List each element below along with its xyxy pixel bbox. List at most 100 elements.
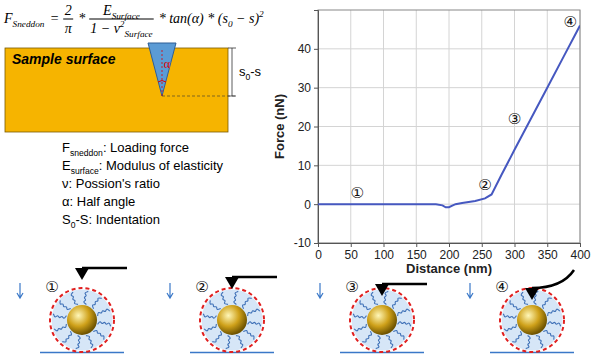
cantilever xyxy=(82,267,127,270)
text-part: : Loading force xyxy=(103,140,189,155)
stage-label: ③ xyxy=(345,278,358,296)
plot-frame xyxy=(318,10,580,243)
text-part: = xyxy=(50,11,59,26)
text: Esurface: Modulus of elasticity xyxy=(62,158,224,176)
tick-mark xyxy=(580,243,581,247)
text: * xyxy=(78,11,85,26)
tick-label: 100 xyxy=(374,248,394,262)
sample xyxy=(5,48,228,132)
polymer-chain xyxy=(248,322,261,326)
surface-label: Sample surface xyxy=(12,51,116,67)
polymer-chain xyxy=(248,309,260,316)
tick-mark xyxy=(416,243,417,247)
text-part: S xyxy=(62,212,71,227)
tick-mark xyxy=(314,243,318,244)
tick: 400 xyxy=(570,243,590,262)
text-part: Sneddon xyxy=(13,19,45,29)
polymer-chain xyxy=(548,309,560,316)
polymer-chain xyxy=(98,322,111,326)
shell-boundary xyxy=(500,288,564,352)
text: S0-S: Indentation xyxy=(62,212,160,230)
approach-arrow xyxy=(317,283,323,298)
tick-mark xyxy=(314,88,318,89)
stage-label: ① xyxy=(351,184,364,202)
polymer-chain xyxy=(393,330,404,339)
axis: -10010203040 xyxy=(294,11,319,251)
angle-arc xyxy=(158,81,166,83)
tick: 50 xyxy=(345,243,359,262)
stage-label: ④ xyxy=(495,278,508,296)
text-part: : Modulus of elasticity xyxy=(99,158,224,173)
tick-label: 250 xyxy=(472,248,492,262)
polymer-shell xyxy=(202,290,263,351)
tick-mark xyxy=(314,204,318,205)
tick-label: 20 xyxy=(298,120,312,134)
text: = xyxy=(50,11,59,26)
formula: FSneddon = 2 π * ESurface1 − v2Surface * tan(α… xyxy=(3,3,264,39)
polymer-chain xyxy=(548,322,561,326)
depth-bracket xyxy=(228,48,236,96)
polymer-chain xyxy=(60,300,71,309)
axis: 050100150200250300350400 xyxy=(315,243,591,262)
polymer-chain xyxy=(376,336,380,349)
polymer-chain xyxy=(542,298,551,309)
polymer-chain xyxy=(243,330,254,339)
polymer-chain xyxy=(536,336,543,348)
polymer-chain xyxy=(398,309,410,316)
polymer-chain xyxy=(76,336,80,349)
gold-core xyxy=(67,305,97,335)
polymer-chain xyxy=(392,298,401,309)
tick: 40 xyxy=(298,42,318,56)
approach-arrow xyxy=(467,283,473,298)
polymer-shell xyxy=(352,290,413,351)
polymer-chain xyxy=(526,336,530,349)
gold-core xyxy=(367,305,397,335)
text-part: E xyxy=(102,3,112,18)
stage-panel: ① xyxy=(17,268,127,353)
tick-mark xyxy=(384,243,385,247)
polymer-chain xyxy=(504,324,516,331)
stage-label: ② xyxy=(195,278,208,296)
text: 2 xyxy=(65,3,72,18)
tick-label: 150 xyxy=(407,248,427,262)
text: FSneddon xyxy=(3,11,45,29)
grid xyxy=(318,10,580,243)
chart: 050100150200250300350400-10010203040Dist… xyxy=(272,10,591,276)
polymer-chain xyxy=(212,331,221,342)
text: 1 − v2Surface xyxy=(90,19,153,39)
tick-label: 0 xyxy=(304,198,311,212)
text: α: Half angle xyxy=(62,194,135,209)
text: π xyxy=(65,21,73,36)
tick: -10 xyxy=(294,236,318,250)
axis-line xyxy=(319,244,581,248)
polymer-chain xyxy=(226,336,230,349)
text-part: sneddon xyxy=(70,148,103,158)
text: s0-s xyxy=(239,64,262,82)
text: Fsneddon: Loading force xyxy=(62,140,189,158)
polymer-chain xyxy=(221,292,228,304)
tick: 150 xyxy=(407,243,427,262)
figure: FSneddon = 2 π * ESurface1 − v2Surface * tan(α… xyxy=(0,0,598,354)
polymer-chain xyxy=(204,324,216,331)
polymer-chain xyxy=(234,291,238,304)
tick-label: 400 xyxy=(570,248,590,262)
text-part: Surface xyxy=(112,11,140,21)
polymer-chain xyxy=(521,292,528,304)
polymer-chain xyxy=(398,322,411,326)
tick-label: 0 xyxy=(315,248,322,262)
text: ν: Possion's ratio xyxy=(62,176,160,191)
tick: 0 xyxy=(315,243,322,262)
polymer-chain xyxy=(92,298,101,309)
text-part: * tan(α) * (s xyxy=(159,11,229,27)
tick-mark xyxy=(314,49,318,50)
tick-label: 50 xyxy=(345,248,359,262)
stage-panel: ② xyxy=(167,277,277,353)
tick: 0 xyxy=(304,198,318,212)
grid-line xyxy=(318,87,580,88)
polymer-chain xyxy=(84,291,88,304)
tick: 300 xyxy=(505,243,525,262)
stage-panel: ④ xyxy=(467,270,574,353)
polymer-chain xyxy=(362,331,371,342)
marks xyxy=(318,26,580,208)
symbol-legend: Fsneddon: Loading forceEsurface: Modulus… xyxy=(62,140,224,230)
